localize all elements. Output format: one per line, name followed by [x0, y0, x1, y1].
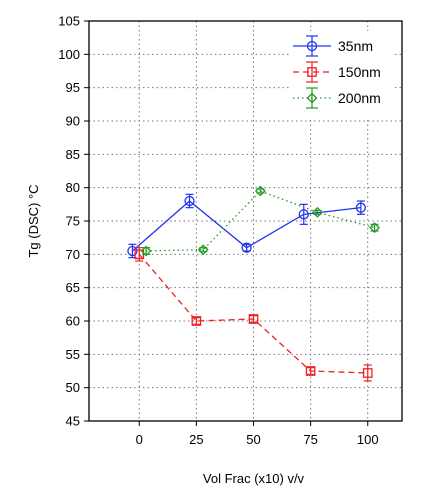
y-axis-label: Tg (DSC) °C: [26, 184, 41, 257]
y-tick-label: 45: [66, 414, 80, 429]
legend: 35nm 150nm 200nm: [290, 31, 394, 119]
y-tick-label: 55: [66, 347, 80, 362]
legend-item-2: 200nm: [293, 87, 381, 109]
x-tick-label: 25: [189, 432, 203, 447]
data-point: [305, 366, 316, 376]
series-2: [140, 185, 381, 257]
x-tick-label: 0: [136, 432, 143, 447]
y-tick-label: 80: [66, 180, 80, 195]
series-layer: [127, 185, 381, 382]
data-point: [191, 316, 202, 326]
data-point: [140, 245, 152, 257]
legend-marker: [307, 67, 317, 77]
series-0: [127, 193, 367, 259]
legend-item-1: 150nm: [293, 61, 381, 83]
data-point: [197, 244, 209, 256]
y-tick-label: 65: [66, 280, 80, 295]
data-point: [127, 245, 138, 257]
y-tick-label: 90: [66, 114, 80, 129]
y-tick-label: 95: [66, 80, 80, 95]
data-point: [369, 222, 381, 234]
grid: [89, 20, 402, 422]
y-axis-ticks: 45 50 55 60 65 70 75 80 85 90 95 100 105: [58, 14, 89, 429]
y-tick-label: 70: [66, 247, 80, 262]
series-1: [134, 247, 373, 382]
y-tick-label: 100: [58, 47, 80, 62]
data-point: [248, 314, 259, 324]
data-point: [312, 206, 323, 218]
data-point: [241, 242, 252, 253]
legend-label: 200nm: [338, 90, 381, 106]
data-point: [362, 368, 373, 378]
legend-label: 35nm: [338, 38, 373, 54]
x-axis-label: Vol Frac (x10) v/v: [203, 471, 305, 486]
x-tick-label: 50: [246, 432, 260, 447]
y-tick-label: 50: [66, 380, 80, 395]
x-axis-ticks: 0 25 50 75 100: [136, 421, 379, 447]
y-tick-label: 75: [66, 214, 80, 229]
data-point: [355, 202, 367, 213]
data-point: [254, 185, 266, 197]
x-tick-label: 100: [357, 432, 379, 447]
data-point: [298, 209, 309, 220]
data-point: [184, 195, 195, 207]
y-tick-label: 60: [66, 314, 80, 329]
legend-label: 150nm: [338, 64, 381, 80]
y-tick-label: 105: [58, 14, 80, 29]
legend-item-0: 35nm: [293, 35, 373, 57]
legend-marker: [306, 40, 318, 52]
x-tick-label: 75: [303, 432, 317, 447]
legend-marker: [306, 92, 318, 104]
y-tick-label: 85: [66, 147, 80, 162]
